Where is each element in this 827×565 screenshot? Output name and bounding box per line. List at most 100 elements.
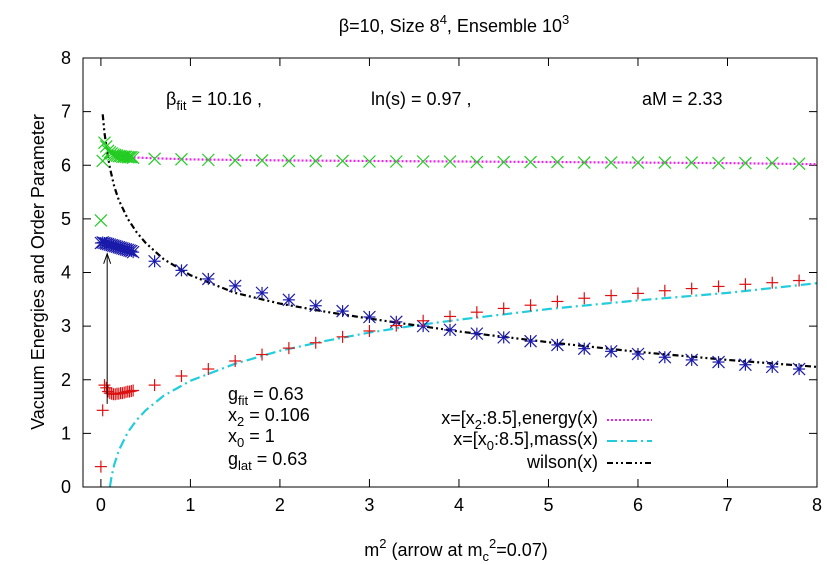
data-point xyxy=(98,136,111,150)
data-point xyxy=(524,299,537,312)
data-point xyxy=(712,156,725,170)
data-point xyxy=(712,355,725,369)
data-point xyxy=(739,278,752,291)
data-point xyxy=(94,460,107,473)
data-point xyxy=(443,323,457,337)
data-point xyxy=(282,342,295,355)
data-point xyxy=(229,354,242,367)
ln-s-annotation: ln(s) = 0.97 , xyxy=(371,89,472,109)
data-point xyxy=(124,150,138,164)
param-g-lat: glat = 0.63 xyxy=(228,449,307,473)
energy-fit-line xyxy=(110,150,818,166)
data-point xyxy=(228,279,242,293)
data-point xyxy=(685,282,698,295)
data-point xyxy=(363,310,376,324)
data-point xyxy=(175,152,188,166)
data-point xyxy=(336,330,349,343)
data-point xyxy=(256,348,269,361)
data-point xyxy=(577,156,591,169)
legend-label-mass: x=[x0:8.5],mass(x) xyxy=(453,429,598,453)
beta-fit-annotation: βfit = 10.16 , xyxy=(166,89,262,113)
x-tick-label: 4 xyxy=(454,495,464,515)
data-point xyxy=(228,153,242,167)
x-tick-label: 3 xyxy=(364,495,374,515)
data-point xyxy=(255,153,269,167)
data-point xyxy=(604,344,618,358)
data-point xyxy=(604,156,618,169)
data-point xyxy=(550,155,564,169)
data-point xyxy=(94,214,108,227)
y-axis-label: Vacuum Energies and Order Parameter xyxy=(28,114,48,430)
param-x0: x0 = 1 xyxy=(228,426,275,450)
legend-label-wilson: wilson(x) xyxy=(526,452,598,472)
data-point xyxy=(551,295,564,308)
data-points xyxy=(94,136,806,473)
data-point xyxy=(336,304,350,318)
x-axis-label: m2 (arrow at mc2=0.07) xyxy=(364,536,548,564)
data-point xyxy=(524,155,537,169)
data-point xyxy=(497,155,511,169)
data-point xyxy=(96,404,109,417)
data-point xyxy=(121,150,135,164)
data-point xyxy=(470,327,484,341)
data-point xyxy=(175,263,188,277)
data-point xyxy=(148,379,161,392)
data-point xyxy=(738,156,752,170)
x-tick-label: 1 xyxy=(185,495,195,515)
data-point xyxy=(658,350,672,364)
data-point xyxy=(389,155,403,168)
data-point xyxy=(470,306,483,319)
data-point xyxy=(792,362,806,376)
x-tick-label: 7 xyxy=(722,495,732,515)
x-tick-label: 6 xyxy=(633,495,643,515)
critical-mass-arrow xyxy=(103,252,112,404)
data-point xyxy=(202,363,215,376)
y-tick-label: 6 xyxy=(61,155,71,175)
data-point xyxy=(309,336,322,349)
y-tick-label: 4 xyxy=(61,263,71,283)
x-tick-label: 0 xyxy=(96,495,106,515)
data-point xyxy=(497,302,510,315)
y-tick-label: 2 xyxy=(61,370,71,390)
data-point xyxy=(417,314,430,327)
data-point xyxy=(201,272,215,286)
mass-fit-line xyxy=(108,282,818,488)
data-point xyxy=(255,286,269,300)
data-point xyxy=(201,153,215,167)
data-point xyxy=(363,324,376,337)
data-point xyxy=(685,156,699,169)
data-point xyxy=(443,155,457,168)
data-point xyxy=(497,330,511,344)
data-point xyxy=(524,334,537,348)
data-point xyxy=(127,384,140,397)
data-point xyxy=(444,310,456,323)
x-tick-label: 2 xyxy=(275,495,285,515)
data-point xyxy=(738,358,752,372)
axis-ticks: 0 1 2 3 4 5 6 7 8 0 1 2 3 4 5 6 7 8 xyxy=(61,48,822,515)
data-point xyxy=(282,293,296,307)
data-point xyxy=(363,155,376,168)
data-point xyxy=(98,379,111,392)
data-point xyxy=(390,319,403,332)
legend: x=[x2:8.5],energy(x) x=[x0:8.5],mass(x) … xyxy=(441,408,652,472)
data-point xyxy=(416,155,430,168)
data-point xyxy=(766,276,779,289)
data-point xyxy=(309,154,323,168)
data-point xyxy=(309,299,323,313)
data-point xyxy=(175,369,188,382)
x-tick-label: 8 xyxy=(812,495,822,515)
data-point xyxy=(631,347,645,361)
data-point xyxy=(126,151,140,165)
chart-title: β=10, Size 84, Ensemble 103 xyxy=(339,12,569,36)
data-point xyxy=(126,245,140,259)
y-tick-label: 8 xyxy=(61,48,71,68)
data-point xyxy=(282,154,296,168)
data-point xyxy=(578,292,591,305)
data-point xyxy=(550,338,564,352)
data-point xyxy=(148,152,162,166)
plot-frame xyxy=(82,57,818,488)
data-point xyxy=(96,154,110,168)
data-point xyxy=(792,157,806,171)
y-tick-label: 0 xyxy=(61,477,71,497)
